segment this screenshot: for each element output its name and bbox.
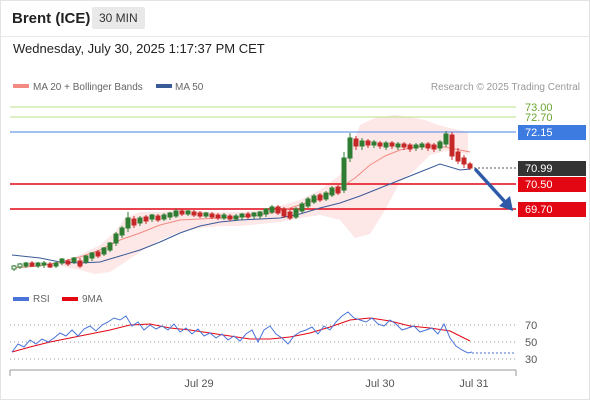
support-level-box-1 [518,177,586,192]
last-price-box [518,161,586,176]
level-label-69.70: 69.70 [525,204,553,216]
candlesticks [11,131,473,271]
forecast-arrow-icon [474,168,513,211]
rsi-tick-30: 30 [525,354,537,366]
level-label-70.50: 70.50 [525,179,553,191]
ma50-legend-swatch [156,84,172,88]
level-label-73.00: 73.00 [525,102,553,114]
last-price-label: 70.99 [525,163,553,175]
ma50-legend-label: MA 50 [175,82,204,93]
rsi-tick-50: 50 [525,337,537,349]
rsi-legend-swatch [13,297,29,301]
x-axis-label-jul31: Jul 31 [459,378,488,390]
instrument-title: Brent (ICE) [12,10,91,27]
ma50-line [11,163,471,264]
x-axis-label-jul29: Jul 29 [184,378,213,390]
support-level-box-2 [518,202,586,217]
x-axis-label-jul30: Jul 30 [365,378,394,390]
bollinger-band [60,115,468,274]
level-label-72.15: 72.15 [525,127,553,139]
rsi-ma-line [11,317,471,353]
level-label-72.70: 72.70 [525,112,553,124]
ma20-legend-label: MA 20 + Bollinger Bands [33,82,143,93]
timeframe-badge[interactable]: 30 MIN [92,7,145,29]
chart-datetime: Wednesday, July 30, 2025 1:17:37 PM CET [13,41,265,56]
rsi-ma-legend-swatch [62,297,78,301]
rsi-ma-legend-label: 9MA [82,294,103,305]
pivot-level-box [518,125,586,140]
credit-text: Research © 2025 Trading Central [431,82,580,93]
rsi-tick-70: 70 [525,320,537,332]
ma20-legend-swatch [13,84,29,88]
rsi-line [11,311,473,354]
chart-header: Brent (ICE) 30 MIN [0,0,590,37]
rsi-legend-label: RSI [33,294,50,305]
